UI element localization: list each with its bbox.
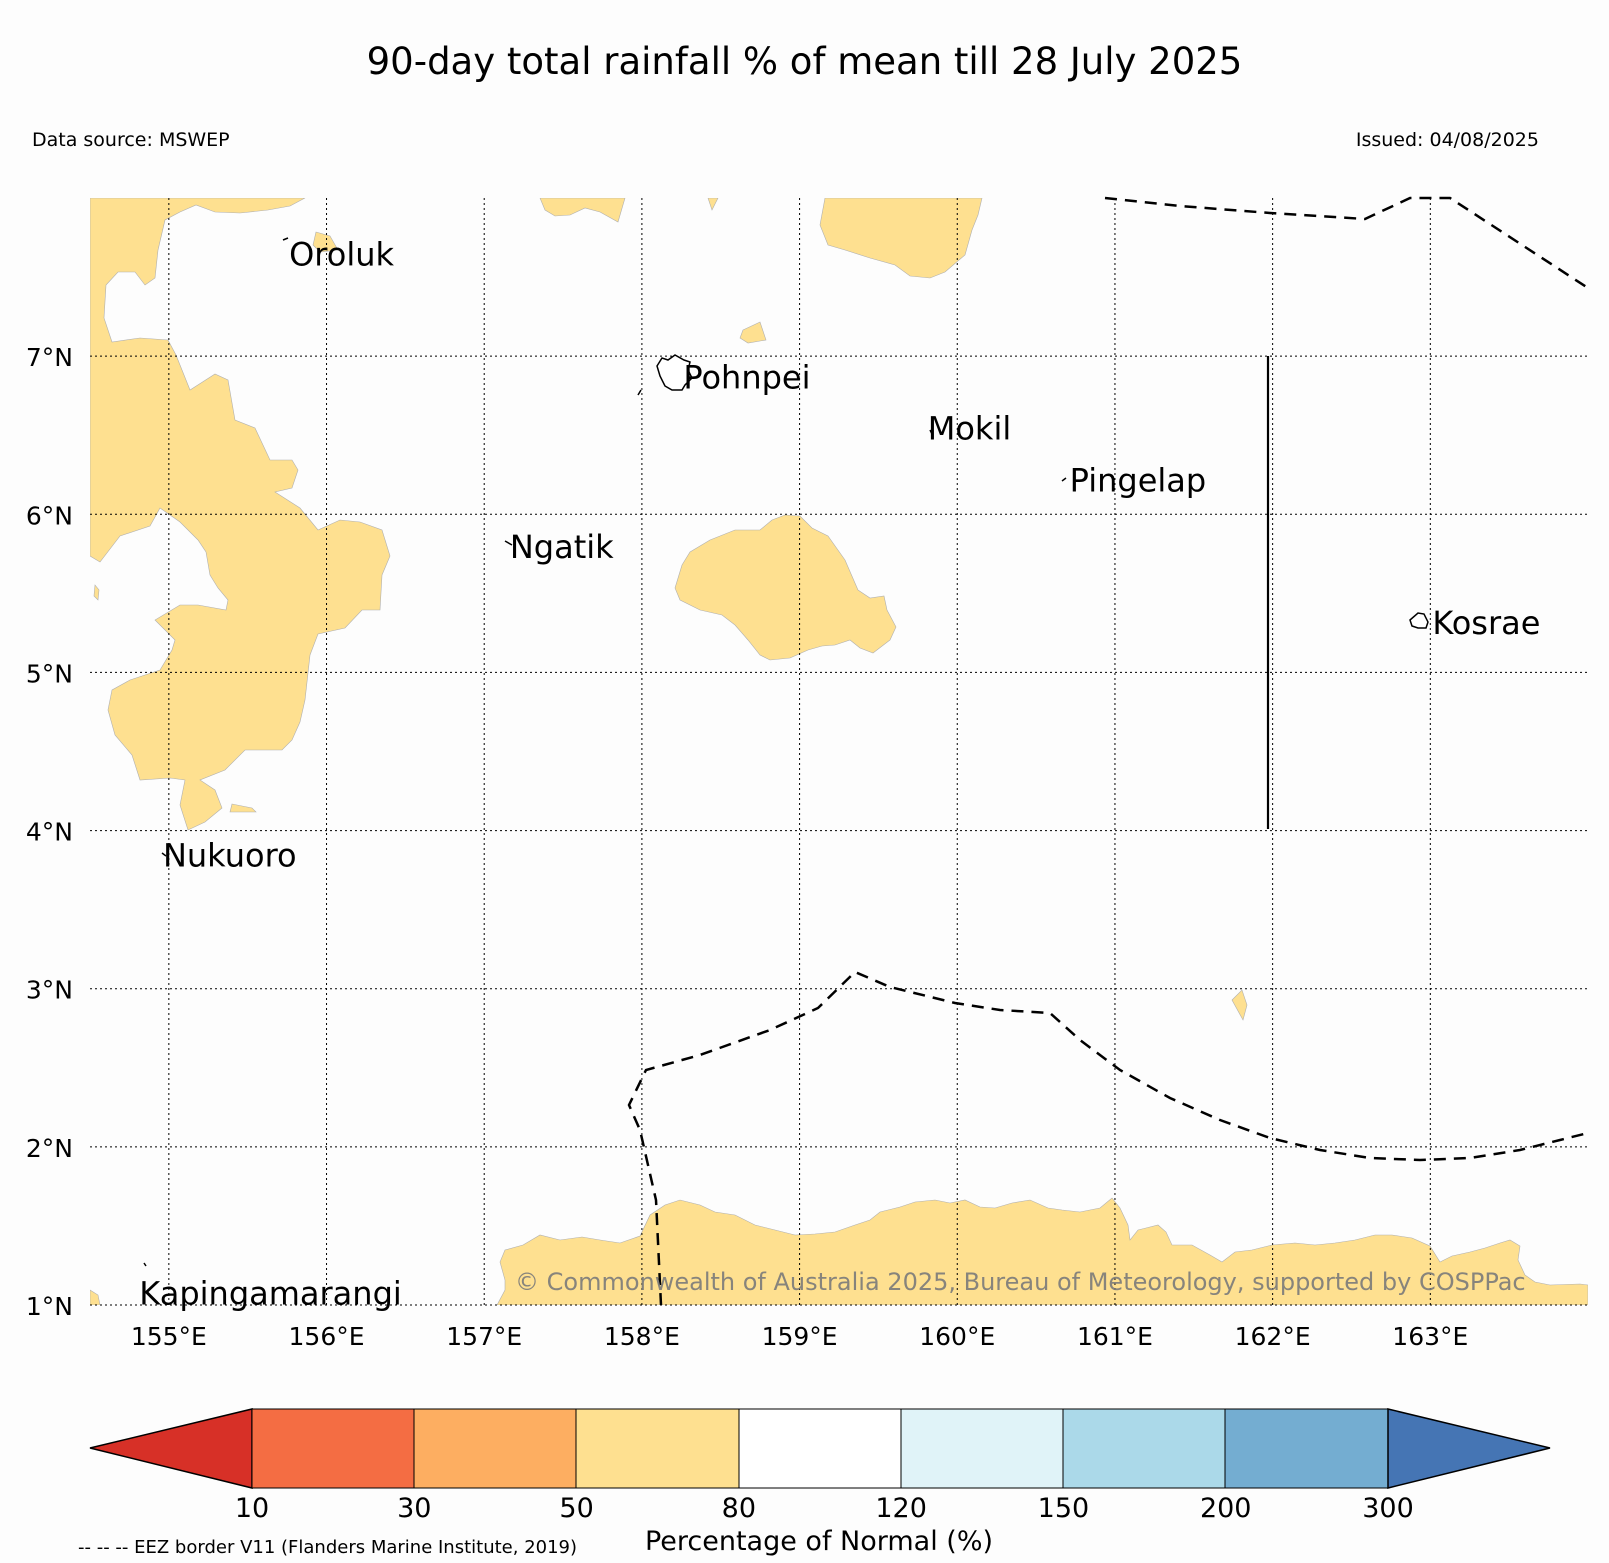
eez-border-south	[627, 970, 1589, 1306]
lon-tick-label: 162°E	[1235, 1322, 1311, 1351]
islet-near-pohnpei	[637, 389, 642, 396]
lon-tick-label: 161°E	[1077, 1322, 1153, 1351]
place-label-pohnpei: Pohnpei	[683, 359, 810, 397]
colorbar-segment-150-200	[1062, 1408, 1226, 1489]
ngatik-atoll	[504, 540, 513, 546]
shade-top-a	[539, 198, 626, 223]
lon-tick-label: 160°E	[919, 1322, 995, 1351]
place-label-oroluk: Oroluk	[289, 235, 394, 273]
kosrae-island-outline	[1409, 612, 1429, 629]
colorbar-tick-label: 50	[559, 1493, 593, 1524]
colorbar-title: Percentage of Normal (%)	[645, 1526, 993, 1557]
lon-tick-label: 155°E	[131, 1322, 207, 1351]
map-title: 90-day total rainfall % of mean till 28 …	[366, 40, 1243, 83]
colorbar-tick-label: 150	[1038, 1493, 1090, 1524]
lon-tick-label: 159°E	[762, 1322, 838, 1351]
data-source: Data source: MSWEP	[32, 129, 230, 151]
lon-tick-label: 163°E	[1392, 1322, 1468, 1351]
copyright-text: © Commonwealth of Australia 2025, Bureau…	[515, 1268, 1526, 1296]
gridlines	[90, 198, 1588, 1306]
rainfall-shading	[90, 198, 1588, 1305]
colorbar-tick-label: 200	[1200, 1493, 1252, 1524]
colorbar-tick-label: 10	[235, 1493, 269, 1524]
colorbar-segment-200-300	[1224, 1408, 1389, 1489]
place-label-kapingamarangi: Kapingamarangi	[139, 1274, 401, 1312]
shade-islet-d	[739, 321, 767, 344]
eez-borders	[627, 196, 1589, 1306]
eez-border-north	[1104, 196, 1589, 290]
eez-note: -- -- -- EEZ border V11 (Flanders Marine…	[78, 1537, 577, 1558]
lat-tick-label: 1°N	[26, 1292, 73, 1321]
issued-date: Issued: 04/08/2025	[1355, 129, 1539, 151]
lon-tick-label: 157°E	[446, 1322, 522, 1351]
nukuoro-atoll	[161, 852, 167, 857]
place-label-kosrae: Kosrae	[1432, 604, 1540, 642]
colorbar-tick-label: 120	[875, 1493, 927, 1524]
place-label-mokil: Mokil	[928, 409, 1012, 447]
colorbar-extend-low	[89, 1408, 253, 1489]
lat-tick-label: 5°N	[26, 659, 73, 688]
shade-islet-b	[229, 803, 257, 813]
place-labels: Oroluk Pohnpei Mokil Pingelap Ngatik Kosrae Nu…	[139, 235, 1540, 1312]
mokil-atoll	[929, 429, 933, 435]
shade-islet-c	[93, 584, 100, 601]
lat-tick-label: 4°N	[26, 818, 73, 847]
shade-islet-a	[312, 231, 339, 253]
island-outlines	[143, 237, 1429, 1267]
shade-top-c	[819, 198, 983, 279]
lat-tick-label: 6°N	[26, 501, 73, 530]
colorbar-tick-label: 30	[397, 1493, 431, 1524]
lon-tick-label: 156°E	[289, 1322, 365, 1351]
lat-tick-label: 7°N	[26, 343, 73, 372]
lat-tick-label: 3°N	[26, 976, 73, 1005]
place-label-ngatik: Ngatik	[510, 528, 614, 566]
pingelap-atoll	[1061, 477, 1067, 482]
shade-central	[674, 514, 897, 661]
colorbar-extend-high	[1387, 1408, 1551, 1489]
pohnpei-island-outline	[656, 354, 693, 391]
place-label-pingelap: Pingelap	[1070, 461, 1207, 499]
colorbar-tick-label: 300	[1362, 1493, 1414, 1524]
shade-sw-islet	[90, 1289, 101, 1305]
colorbar-segment-10-30	[251, 1408, 415, 1489]
colorbar-segment-50-80	[575, 1408, 740, 1489]
colorbar-tick-label: 80	[722, 1493, 756, 1524]
shade-south	[496, 1197, 1588, 1305]
colorbar-segment-30-50	[413, 1408, 577, 1489]
oroluk-atoll	[282, 237, 289, 241]
colorbar-labels: 10 30 50 80 120 150 200 300	[235, 1493, 1414, 1524]
shade-top-b	[707, 198, 719, 211]
colorbar: 10 30 50 80 120 150 200 300 Percentage of Norma…	[78, 1408, 1551, 1558]
lon-tick-labels: 155°E 156°E 157°E 158°E 159°E 160°E 161°E 162°E…	[131, 1322, 1468, 1351]
colorbar-segment-80-120	[738, 1408, 902, 1489]
place-label-nukuoro: Nukuoro	[163, 836, 297, 874]
shade-islet-e	[1231, 989, 1248, 1021]
lat-tick-labels: 1°N 2°N 3°N 4°N 5°N 6°N 7°N	[26, 343, 73, 1321]
lat-tick-label: 2°N	[26, 1134, 73, 1163]
lon-tick-label: 158°E	[604, 1322, 680, 1351]
kapingamarangi-atoll	[143, 1262, 147, 1267]
colorbar-segment-120-150	[900, 1408, 1064, 1489]
